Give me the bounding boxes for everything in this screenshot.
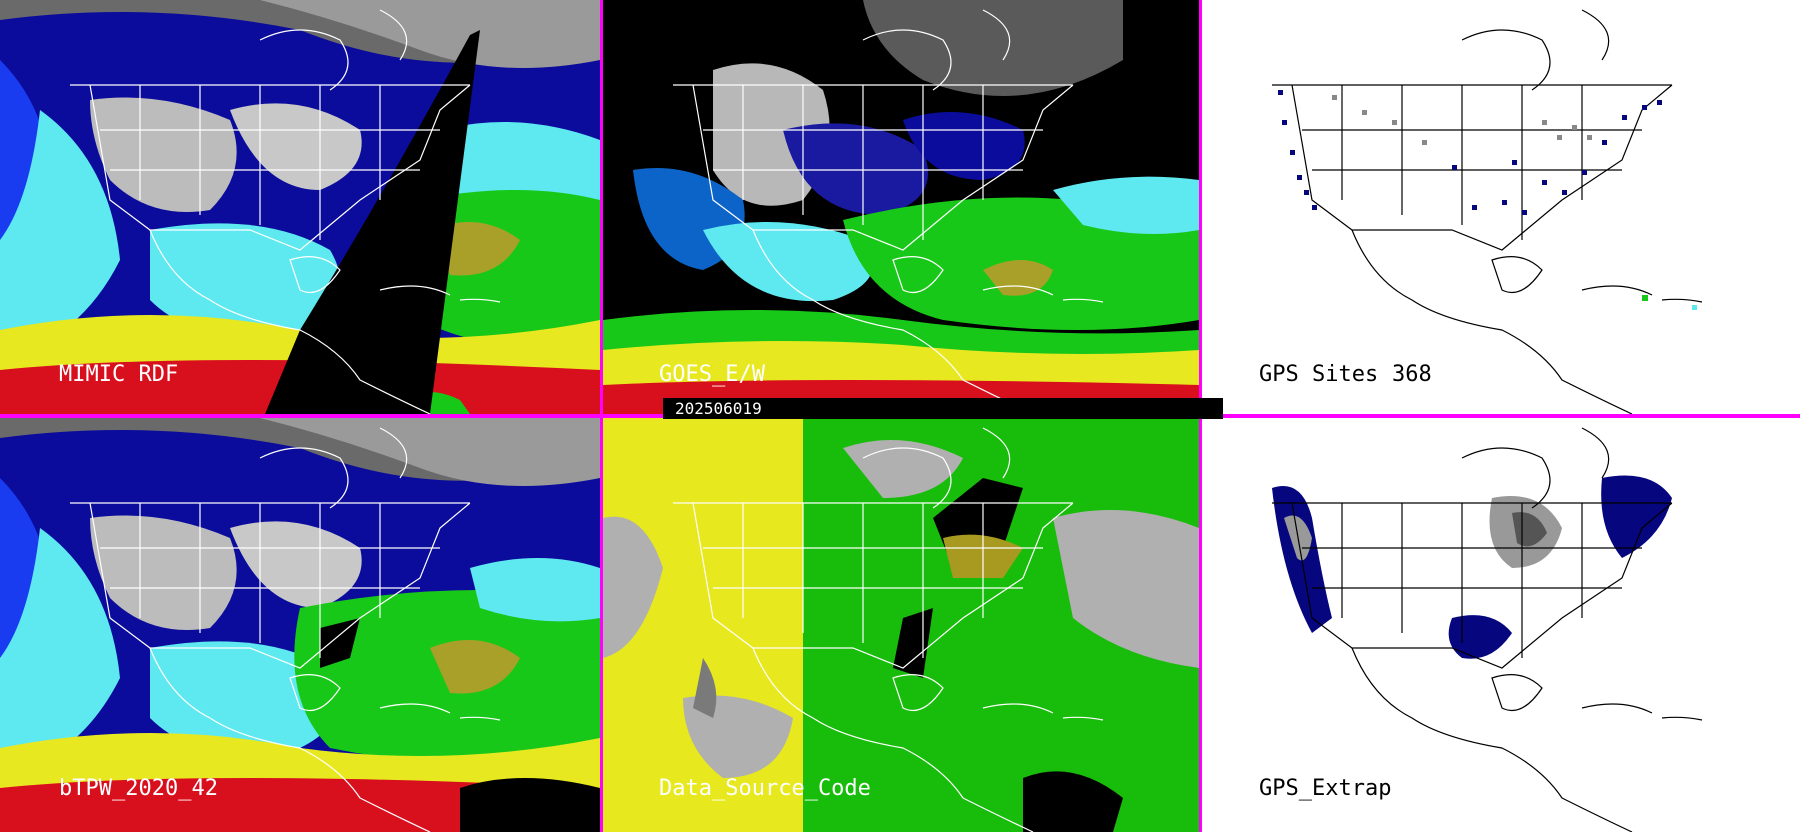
gps-sites-map	[1202, 0, 1800, 414]
tpw-map-image	[0, 418, 600, 832]
panel-label: GPS_Extrap	[1259, 776, 1392, 801]
tpw-map-image	[0, 0, 600, 414]
map-panel-btpw: bTPW_2020_42	[0, 418, 600, 832]
gps-extrap-map	[1202, 418, 1800, 832]
map-panel-gps-extrap: GPS_Extrap	[1202, 418, 1800, 832]
panel-label: MIMIC RDF	[59, 362, 179, 387]
timestamp-bar: 202506019	[663, 398, 1223, 419]
map-panel-mimic-rdf: MIMIC RDF	[0, 0, 600, 414]
tpw-map-image	[603, 0, 1199, 414]
site-count: 368	[1392, 362, 1432, 387]
panel-label: GOES_E/W	[659, 362, 765, 387]
panel-label: GPS Sites	[1259, 362, 1379, 387]
panel-label: Data_Source_Code	[659, 776, 871, 801]
map-panel-gps-sites: GPS Sites 368	[1202, 0, 1800, 414]
map-panel-data-source-code: Data_Source_Code	[603, 418, 1199, 832]
map-panel-goes-ew: GOES_E/W	[603, 0, 1199, 414]
source-code-map	[603, 418, 1199, 832]
panel-label: bTPW_2020_42	[59, 776, 218, 801]
